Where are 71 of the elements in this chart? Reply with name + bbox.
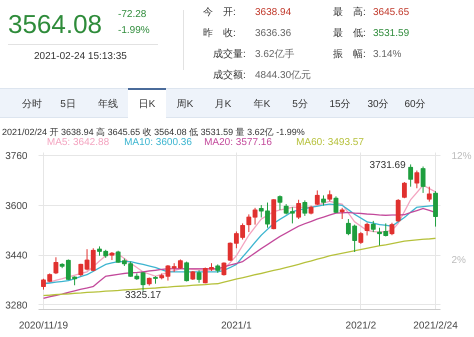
- candlestick: [370, 220, 376, 233]
- x-tick-label: 2020/11/19: [18, 320, 69, 332]
- text: 2021/02/24 开 3638.94 高 3645.65 收 3564.08 低 3531.59 量 3.62亿 -1.99%: [2, 126, 305, 138]
- candlestick: [278, 194, 282, 211]
- y-tick-label: 3600: [5, 200, 28, 212]
- text: MA20: 3577.16: [204, 136, 272, 150]
- text: 2021-02-24 15:13:35: [34, 50, 127, 64]
- y2-tick-label: 2%: [452, 255, 466, 266]
- candlestick: [426, 186, 432, 202]
- text: MA60: 3493.57: [296, 136, 364, 150]
- candlestick: [190, 270, 196, 280]
- annotation: 3325.17: [124, 290, 162, 301]
- text: 30分: [367, 98, 389, 112]
- candlestick: [364, 222, 370, 236]
- text: 月K: [214, 98, 232, 112]
- candlestick: [327, 190, 332, 202]
- text: 年线: [98, 98, 118, 112]
- text: -1.99%: [118, 24, 150, 38]
- x-tick-label: 2021/2: [346, 320, 377, 332]
- candlestick: [390, 222, 394, 236]
- text: 周K: [176, 98, 194, 112]
- candlestick: [402, 182, 407, 199]
- text: 成交量:: [213, 48, 246, 62]
- text: 60分: [404, 98, 426, 112]
- text: -72.28: [118, 8, 146, 22]
- annotation: 3731.69: [370, 160, 406, 171]
- candlestick: [396, 198, 401, 222]
- text: 最 低:: [333, 27, 366, 41]
- text: 15分: [329, 98, 351, 112]
- text: 日K: [138, 98, 156, 112]
- candlestick: [196, 270, 202, 284]
- text: 分时: [22, 98, 42, 112]
- candlestick: [358, 232, 364, 244]
- y-tick-label: 3440: [5, 250, 28, 262]
- text: MA5: 3642.88: [46, 136, 110, 150]
- candlestick: [184, 261, 190, 282]
- text: 3.62亿手: [255, 48, 294, 62]
- text: 振 幅:: [333, 48, 366, 62]
- text: 3531.59: [373, 27, 410, 41]
- x-tick-label: 2021/1: [221, 320, 252, 332]
- candlestick: [433, 190, 438, 228]
- y-tick-label: 3280: [5, 300, 28, 312]
- candlestick: [420, 166, 426, 194]
- text: 年K: [254, 98, 270, 112]
- candlestick: [296, 199, 302, 220]
- text: MA10: 3600.36: [124, 136, 192, 150]
- y2-tick-label: 12%: [452, 151, 472, 162]
- text: 3645.65: [373, 6, 410, 20]
- candlestick: [414, 170, 420, 189]
- text: 昨 收:: [203, 27, 236, 41]
- candlestick: [334, 196, 338, 214]
- candlestick: [302, 200, 308, 216]
- line-series: [42, 238, 436, 296]
- candlestick: [321, 194, 326, 206]
- candlestick: [222, 262, 226, 276]
- text: 3636.36: [255, 27, 292, 41]
- y-tick-label: 3760: [5, 151, 28, 162]
- text: 3564.08: [8, 8, 102, 41]
- text: 5分: [292, 98, 308, 112]
- text: 今 开:: [203, 6, 236, 20]
- candlestick: [314, 190, 320, 206]
- x-tick-label: 2021/2/24: [413, 320, 458, 332]
- text: 4844.30亿元: [255, 69, 312, 83]
- text: 3.14%: [373, 48, 402, 62]
- candlestick: [340, 207, 345, 220]
- candlestick: [408, 164, 414, 188]
- text: 5日: [60, 98, 76, 112]
- text: 成交额:: [213, 69, 246, 83]
- text: 最 高:: [333, 6, 366, 20]
- candlestick: [53, 256, 58, 275]
- text: 3638.94: [255, 6, 292, 20]
